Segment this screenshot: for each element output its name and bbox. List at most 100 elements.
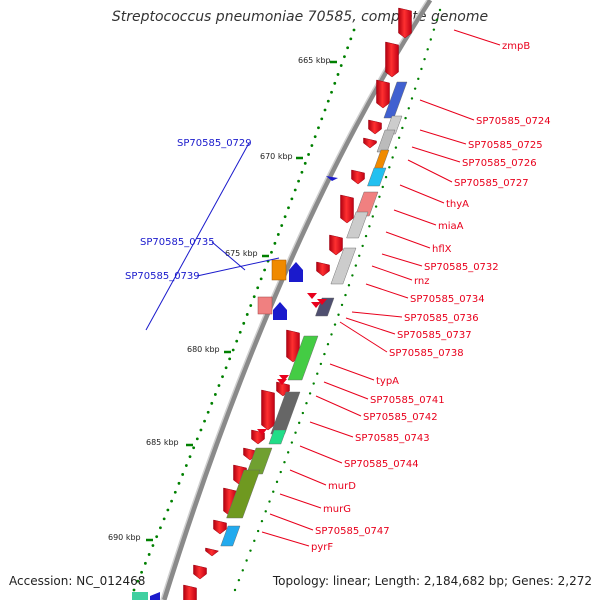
forward-gene-marker[interactable] [277,379,287,385]
scale-dot [206,410,210,414]
forward-gene-feature[interactable] [363,137,377,149]
leader-line [315,395,362,417]
scale-dot [313,135,317,139]
leader-line [309,421,354,438]
scale-dot [151,544,155,547]
annotation-box[interactable] [226,469,261,519]
scale-dot [438,8,442,12]
gene-label-thya[interactable]: thyA [446,199,469,210]
leader-line [407,159,453,183]
scale-dot [330,90,333,94]
gene-label-murd[interactable]: murD [328,481,356,492]
forward-gene-feature[interactable] [351,169,365,185]
annotation-box[interactable] [220,525,241,547]
scale-dot [354,264,358,267]
scale-dot [203,419,206,423]
reverse-annotation-box[interactable] [257,296,273,315]
leader-line [399,184,445,204]
scale-dot [252,295,256,299]
annotation-box[interactable] [346,211,369,239]
forward-gene-feature[interactable] [205,547,220,557]
annotation-box[interactable] [132,592,148,600]
gene-label-sp70585_0739[interactable]: SP70585_0739 [125,271,200,282]
annotation-box[interactable] [270,391,301,435]
annotation-box[interactable] [330,247,357,285]
gene-label-sp70585_0743[interactable]: SP70585_0743 [355,433,430,444]
annotation-box[interactable] [315,297,335,317]
gene-label-rnz[interactable]: rnz [414,276,430,287]
gene-label-sp70585_0741[interactable]: SP70585_0741 [370,395,445,406]
gene-label-miaa[interactable]: miaA [438,221,464,232]
tick-label: 690 kbp [108,533,141,542]
reverse-gene-feature[interactable] [150,592,160,600]
scale-dot [381,185,384,189]
scale-dot [358,254,361,257]
gene-label-sp70585_0747[interactable]: SP70585_0747 [315,526,390,537]
gene-label-sp70585_0727[interactable]: SP70585_0727 [454,178,529,189]
gene-label-sp70585_0744[interactable]: SP70585_0744 [344,459,419,470]
forward-gene-feature[interactable] [398,7,412,39]
map-title: Streptococcus pneumoniae 70585, complete… [111,9,489,25]
forward-gene-feature[interactable] [329,234,343,256]
forward-gene-feature[interactable] [340,194,354,224]
scale-dot [268,500,271,503]
leader-line [393,209,437,226]
forward-gene-feature[interactable] [261,389,275,431]
forward-gene-feature[interactable] [193,564,207,580]
scale-dot [297,421,301,425]
reverse-gene-feature[interactable] [326,176,338,181]
scale-dot [170,499,173,503]
forward-gene-feature[interactable] [385,41,399,78]
gene-label-sp70585_0736[interactable]: SP70585_0736 [404,313,479,324]
reverse-gene-feature[interactable] [289,262,303,282]
annotation-box[interactable] [376,129,396,153]
forward-gene-marker[interactable] [279,375,289,381]
gene-label-sp70585_0729[interactable]: SP70585_0729 [177,138,252,149]
annotation-box[interactable] [367,167,387,187]
forward-gene-marker[interactable] [257,429,267,435]
reverse-annotation-box[interactable] [271,259,287,281]
forward-gene-feature[interactable] [368,119,382,135]
tick-label: 680 kbp [187,345,220,354]
gene-label-sp70585_0726[interactable]: SP70585_0726 [462,158,537,169]
gene-label-murg[interactable]: murG [323,504,351,515]
scale-dot [231,348,235,352]
gene-label-sp70585_0734[interactable]: SP70585_0734 [410,294,485,305]
gene-label-sp70585_0735[interactable]: SP70585_0735 [140,237,215,248]
leader-line [299,445,343,464]
forward-gene-feature[interactable] [376,79,390,109]
scale-dot [287,206,290,210]
annotation-box[interactable] [383,81,408,119]
gene-label-pyrf[interactable]: pyrF [311,542,333,553]
forward-gene-marker[interactable] [311,302,321,308]
scale-dot [326,343,330,346]
scale-dot [432,28,436,31]
forward-gene-marker[interactable] [317,299,327,305]
scale-dot [371,215,374,218]
scale-dot [333,81,337,85]
annotation-box[interactable] [373,149,390,171]
forward-gene-feature[interactable] [213,519,227,535]
gene-label-sp70585_0737[interactable]: SP70585_0737 [397,330,472,341]
leader-line [339,321,388,353]
gene-label-sp70585_0724[interactable]: SP70585_0724 [476,116,551,127]
annotation-box[interactable] [268,429,287,445]
gene-label-typa[interactable]: typA [376,376,399,387]
annotation-box[interactable] [287,335,319,381]
gene-label-sp70585_0742[interactable]: SP70585_0742 [363,412,438,423]
forward-gene-marker[interactable] [307,293,317,299]
gene-label-sp70585_0732[interactable]: SP70585_0732 [424,262,499,273]
gene-label-sp70585_0738[interactable]: SP70585_0738 [389,348,464,359]
scale-dot [276,233,280,236]
gene-label-zmpb[interactable]: zmpB [502,41,530,52]
forward-gene-feature[interactable] [316,261,330,277]
scale-dot [253,539,256,543]
gene-label-sp70585_0725[interactable]: SP70585_0725 [468,140,543,151]
reverse-gene-feature[interactable] [273,302,287,320]
scale-dot [238,330,242,334]
gene-label-hflx[interactable]: hflX [432,244,452,255]
scale-dot [378,195,381,198]
forward-gene-feature[interactable] [183,584,197,600]
scale-dot [319,362,323,366]
